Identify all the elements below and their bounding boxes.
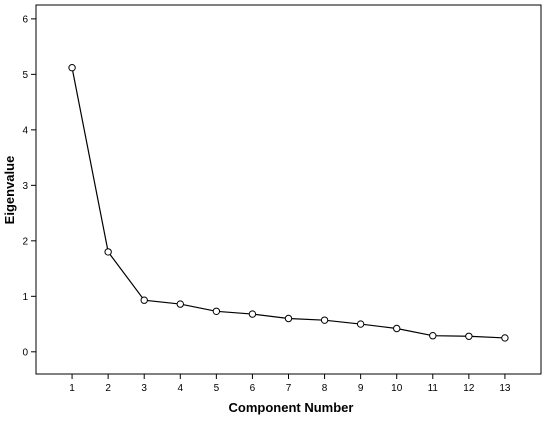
y-tick-label: 1 xyxy=(22,292,28,303)
x-tick-label: 9 xyxy=(358,383,364,394)
data-point xyxy=(68,64,76,72)
data-point xyxy=(393,324,401,333)
x-axis-title: Component Number xyxy=(229,400,354,415)
data-point xyxy=(212,307,221,315)
y-tick-label: 4 xyxy=(22,125,28,136)
data-point xyxy=(465,332,473,340)
x-tick-label: 5 xyxy=(214,383,220,394)
data-point xyxy=(501,334,509,342)
y-tick-label: 0 xyxy=(22,347,28,358)
x-axis-ticks: 1 2 3 4 5 6 7 8 9 10 11 12 13 xyxy=(69,374,511,394)
data-point xyxy=(320,316,329,324)
data-point xyxy=(429,332,437,340)
x-tick-label: 3 xyxy=(141,383,147,394)
data-point xyxy=(176,300,184,308)
x-tick-label: 7 xyxy=(286,383,292,394)
x-tick-label: 13 xyxy=(499,383,511,394)
data-point xyxy=(104,248,112,256)
x-tick-label: 11 xyxy=(428,383,439,394)
x-tick-label: 8 xyxy=(322,383,328,394)
series-line xyxy=(71,67,505,339)
y-tick-label: 2 xyxy=(22,236,28,247)
y-axis-ticks: 0 1 2 3 4 5 6 xyxy=(22,14,36,358)
x-tick-label: 2 xyxy=(105,383,111,394)
series-layer xyxy=(68,64,509,342)
x-tick-label: 4 xyxy=(178,383,184,394)
x-tick-label: 6 xyxy=(250,383,256,394)
y-tick-label: 5 xyxy=(22,70,28,81)
x-tick-label: 12 xyxy=(463,383,475,394)
x-tick-label: 10 xyxy=(391,383,403,394)
data-point xyxy=(356,320,365,328)
data-point xyxy=(140,296,148,304)
data-point xyxy=(248,310,257,318)
y-axis-title: Eigenvalue xyxy=(2,156,17,225)
x-tick-label: 1 xyxy=(69,383,75,394)
y-tick-label: 3 xyxy=(22,181,28,192)
data-point xyxy=(284,314,293,323)
y-tick-label: 6 xyxy=(22,14,28,25)
